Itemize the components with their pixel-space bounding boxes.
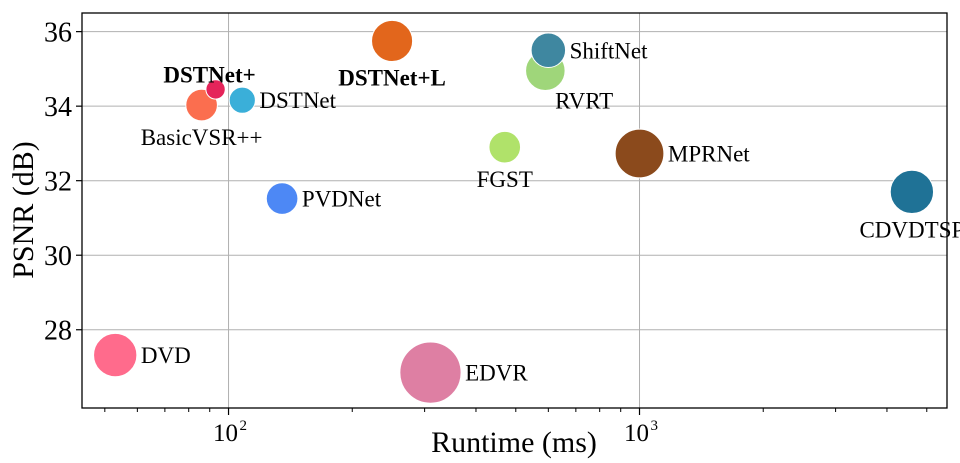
point-label-dstnet: DSTNet xyxy=(259,88,336,113)
y-tick-label: 30 xyxy=(44,241,72,272)
data-points: DVD EDVR PVDNet BasicVSR++ DSTNet+DSTNetDSTN… xyxy=(93,19,960,404)
y-tick-label: 34 xyxy=(44,92,72,123)
x-tick-label: 10 xyxy=(213,420,238,447)
point-dstnet-l xyxy=(371,19,414,62)
y-tick-label: 36 xyxy=(44,18,72,49)
point-label-pvdnet: PVDNet xyxy=(302,187,382,212)
y-tick-label: 32 xyxy=(44,167,72,198)
point-label-fgst: FGST xyxy=(477,167,533,192)
point-label-dstnet-l: DSTNet+L xyxy=(338,65,446,90)
x-tick-exponent: 2 xyxy=(240,418,248,434)
point-cdvdtsp xyxy=(889,169,935,215)
point-fgst xyxy=(488,130,522,164)
x-axis-title: Runtime (ms) xyxy=(431,426,597,459)
plot-frame xyxy=(81,12,948,409)
point-dstnet- xyxy=(205,79,226,100)
point-label-basicvsr-: BasicVSR++ xyxy=(141,125,263,150)
x-tick-exponent: 3 xyxy=(651,418,659,434)
point-mprnet xyxy=(614,128,665,179)
point-dvd xyxy=(93,332,138,378)
point-label-cdvdtsp: CDVDTSP xyxy=(859,218,960,243)
point-shiftnet xyxy=(530,32,567,68)
point-edvr xyxy=(399,341,462,404)
point-label-edvr: EDVR xyxy=(465,361,528,386)
point-label-shiftnet: ShiftNet xyxy=(570,38,649,63)
x-minor-ticks xyxy=(104,408,928,412)
y-axis-title: PSNR (dB) xyxy=(7,141,40,279)
point-label-rvrt: RVRT xyxy=(555,89,613,114)
y-tick-label: 28 xyxy=(44,316,72,347)
point-pvdnet xyxy=(265,182,299,215)
point-dstnet xyxy=(228,86,256,114)
point-label-mprnet: MPRNet xyxy=(668,141,750,166)
point-label-dstnet-: DSTNet+ xyxy=(163,62,255,87)
point-label-dvd: DVD xyxy=(141,343,191,368)
grid-lines xyxy=(82,13,947,408)
x-tick-label: 10 xyxy=(624,420,649,447)
